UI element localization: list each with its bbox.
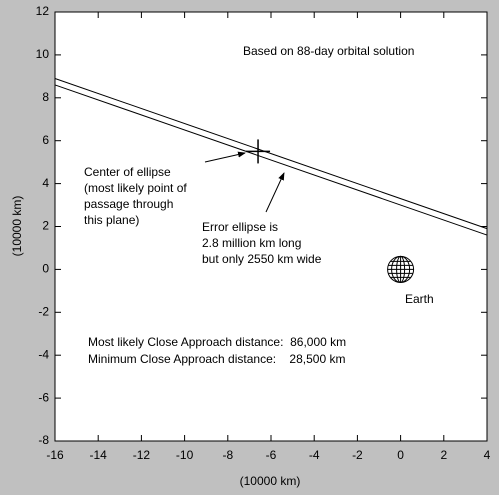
line (54, 84, 488, 236)
y-tick-label: 4 (42, 176, 49, 190)
y-tick-label: 8 (42, 90, 49, 104)
annotation: Based on 88-day orbital solution (243, 44, 414, 58)
line (54, 78, 488, 230)
x-tick-label: -12 (133, 448, 151, 462)
annotation: (most likely point of (84, 181, 187, 195)
y-tick-label: -4 (38, 347, 49, 361)
annotation: Most likely Close Approach distance: 86,… (88, 335, 346, 349)
annotation: Minimum Close Approach distance: 28,500 … (88, 352, 345, 366)
y-tick-label: 2 (42, 219, 49, 233)
annotation: Earth (405, 292, 434, 306)
y-tick-label: 6 (42, 133, 49, 147)
y-tick-label: 10 (36, 47, 50, 61)
y-axis-label: (10000 km) (10, 196, 24, 257)
annotation: Error ellipse is (202, 220, 278, 234)
arrow (204, 151, 246, 163)
y-tick-label: 0 (42, 262, 49, 276)
x-tick-label: -8 (222, 448, 233, 462)
y-tick-label: -2 (38, 304, 49, 318)
annotation: 2.8 million km long (202, 236, 301, 250)
x-axis-label: (10000 km) (240, 474, 301, 488)
arrow (265, 172, 285, 213)
x-tick-label: -14 (90, 448, 108, 462)
x-tick-label: -4 (309, 448, 320, 462)
annotation: Center of ellipse (84, 165, 171, 179)
annotation: this plane) (84, 213, 139, 227)
x-tick-label: -16 (46, 448, 64, 462)
x-tick-label: -2 (352, 448, 363, 462)
x-tick-label: 4 (484, 448, 491, 462)
y-tick-label: -6 (38, 390, 49, 404)
x-tick-label: 0 (397, 448, 404, 462)
center-marker (246, 139, 271, 164)
plot-area (54, 11, 488, 442)
earth-marker (387, 255, 415, 283)
x-tick-label: -6 (266, 448, 277, 462)
annotation: but only 2550 km wide (202, 252, 322, 266)
y-tick-label: -8 (38, 433, 49, 447)
x-tick-label: -10 (176, 448, 194, 462)
x-tick-label: 2 (440, 448, 447, 462)
annotation: passage through (84, 197, 173, 211)
y-tick-label: 12 (36, 4, 50, 18)
